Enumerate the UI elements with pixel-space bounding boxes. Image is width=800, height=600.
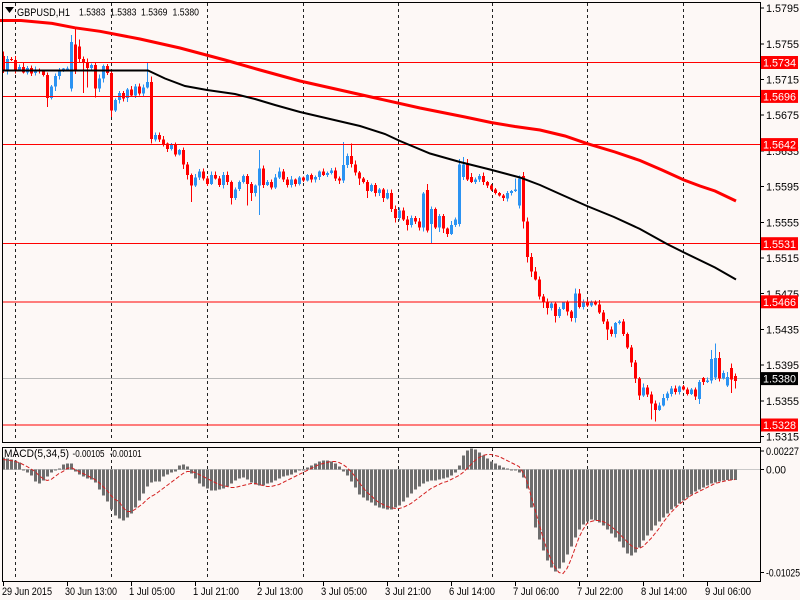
svg-text:1.5328: 1.5328 (763, 420, 796, 432)
svg-text:8 Jul 14:00: 8 Jul 14:00 (641, 586, 687, 598)
svg-text:1.5642: 1.5642 (763, 140, 796, 152)
svg-text:0.00: 0.00 (766, 465, 786, 477)
svg-text:0.00227: 0.00227 (766, 446, 799, 458)
svg-text:1.5383: 1.5383 (110, 8, 137, 19)
svg-text:1 Jul 21:00: 1 Jul 21:00 (193, 586, 239, 598)
svg-text:29 Jun 2015: 29 Jun 2015 (2, 586, 52, 598)
svg-text:1.5369: 1.5369 (141, 8, 168, 19)
svg-text:-0.00101: -0.00101 (110, 449, 142, 460)
svg-text:1.5715: 1.5715 (766, 74, 799, 86)
svg-text:1.5355: 1.5355 (766, 396, 799, 408)
svg-text:7 Jul 06:00: 7 Jul 06:00 (513, 586, 559, 598)
svg-text:1.5515: 1.5515 (766, 253, 799, 265)
svg-text:1.5395: 1.5395 (766, 360, 799, 372)
svg-text:1.5435: 1.5435 (766, 324, 799, 336)
svg-text:1.5696: 1.5696 (763, 91, 796, 103)
svg-text:9 Jul 06:00: 9 Jul 06:00 (705, 586, 751, 598)
svg-text:GBPUSD,H1: GBPUSD,H1 (17, 7, 70, 19)
svg-text:-0.01025: -0.01025 (766, 568, 800, 580)
svg-text:1.5755: 1.5755 (766, 39, 799, 51)
svg-text:1.5466: 1.5466 (763, 297, 796, 309)
svg-text:MACD(5,34,5): MACD(5,34,5) (4, 448, 69, 460)
svg-text:6 Jul 14:00: 6 Jul 14:00 (449, 586, 495, 598)
svg-text:3 Jul 05:00: 3 Jul 05:00 (321, 586, 367, 598)
svg-text:1.5675: 1.5675 (766, 110, 799, 122)
svg-text:1.5795: 1.5795 (766, 3, 799, 15)
svg-text:1.5531: 1.5531 (763, 239, 796, 251)
svg-text:7 Jul 22:00: 7 Jul 22:00 (577, 586, 623, 598)
svg-text:1.5734: 1.5734 (763, 58, 796, 70)
svg-text:1 Jul 05:00: 1 Jul 05:00 (129, 586, 175, 598)
svg-text:3 Jul 21:00: 3 Jul 21:00 (385, 586, 431, 598)
svg-text:1.5315: 1.5315 (766, 432, 799, 444)
svg-text:1.5383: 1.5383 (79, 8, 106, 19)
svg-text:1.5380: 1.5380 (763, 374, 796, 386)
svg-text:1.5595: 1.5595 (766, 182, 799, 194)
svg-text:1.5555: 1.5555 (766, 217, 799, 229)
svg-text:-0.00105: -0.00105 (73, 449, 105, 460)
svg-text:1.5380: 1.5380 (173, 8, 200, 19)
svg-text:30 Jun 13:00: 30 Jun 13:00 (65, 586, 117, 598)
svg-text:2 Jul 13:00: 2 Jul 13:00 (257, 586, 303, 598)
